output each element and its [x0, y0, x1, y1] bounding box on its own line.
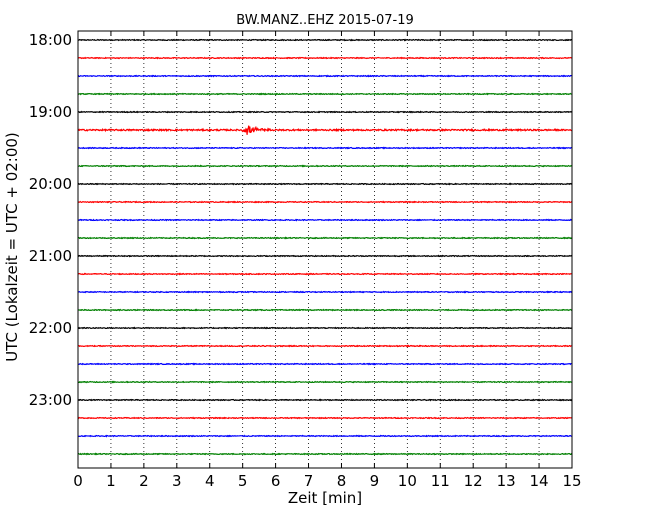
trace-2145 [77, 308, 573, 312]
trace-2200 [77, 326, 573, 330]
x-tick-label: 7 [304, 472, 314, 490]
trace-2100 [77, 254, 573, 258]
trace-2030 [77, 218, 573, 222]
trace-1930 [77, 146, 573, 150]
y-tick-label: 18:00 [29, 31, 72, 49]
trace-2315 [77, 416, 573, 420]
x-tick-label: 11 [431, 472, 450, 490]
trace-1900 [77, 110, 573, 114]
x-tick-label: 12 [464, 472, 483, 490]
y-tick-label: 23:00 [29, 391, 72, 409]
x-tick-label: 6 [271, 472, 281, 490]
y-tick-label: 22:00 [29, 319, 72, 337]
traces-group [77, 38, 573, 456]
x-tick-label: 14 [530, 472, 549, 490]
trace-2230 [77, 362, 573, 366]
x-axis: 0 1 2 3 4 5 6 7 8 9 10 11 12 13 14 15 [73, 31, 582, 490]
trace-2000 [77, 182, 573, 186]
x-tick-label: 8 [337, 472, 347, 490]
x-tick-label: 5 [238, 472, 248, 490]
trace-1800 [77, 38, 573, 42]
trace-2245 [77, 380, 573, 384]
vertical-grid [110, 31, 540, 468]
x-tick-label: 1 [106, 472, 116, 490]
trace-1830 [77, 74, 573, 78]
x-axis-label: Zeit [min] [288, 489, 362, 507]
y-tick-label: 21:00 [29, 247, 72, 265]
y-axis-label: UTC (Lokalzeit = UTC + 02:00) [3, 132, 21, 362]
x-tick-label: 0 [73, 472, 83, 490]
trace-1815 [77, 56, 573, 60]
x-tick-label: 4 [205, 472, 215, 490]
x-tick-label: 13 [497, 472, 516, 490]
trace-2130 [77, 290, 573, 294]
y-axis: 18:00 19:00 20:00 21:00 22:00 23:00 [29, 31, 572, 409]
y-tick-label: 20:00 [29, 175, 72, 193]
chart-title: BW.MANZ..EHZ 2015-07-19 [236, 13, 414, 28]
trace-1945 [77, 164, 573, 168]
y-tick-label: 19:00 [29, 103, 72, 121]
x-tick-label: 9 [370, 472, 380, 490]
trace-2330 [77, 434, 573, 438]
x-tick-label: 10 [398, 472, 417, 490]
plot-frame [77, 30, 573, 469]
trace-1845 [77, 92, 573, 96]
trace-2300 [77, 398, 573, 402]
trace-2215 [77, 344, 573, 348]
x-tick-label: 3 [172, 472, 182, 490]
x-tick-label: 2 [139, 472, 149, 490]
trace-2015 [77, 200, 573, 204]
trace-2345 [77, 452, 573, 456]
trace-1915 [77, 125, 573, 135]
trace-2115 [77, 272, 573, 276]
trace-2045 [77, 236, 573, 240]
x-tick-label: 15 [562, 472, 581, 490]
